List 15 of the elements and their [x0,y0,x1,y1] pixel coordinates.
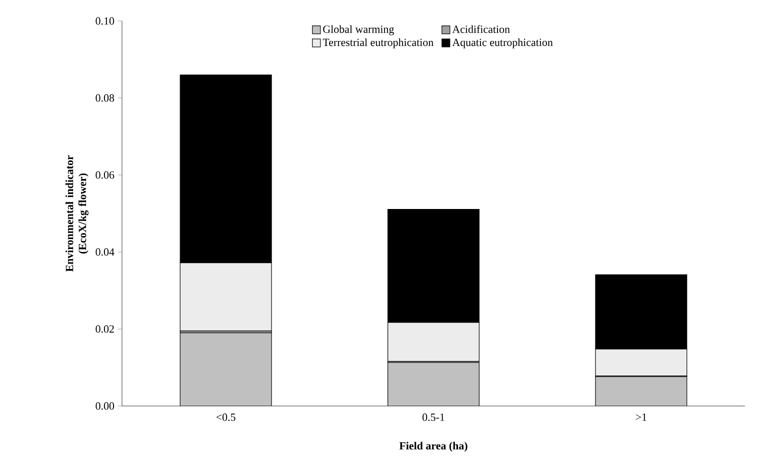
legend-label: Aquatic eutrophication [452,38,553,48]
y-tick-label: 0.06 [96,171,114,179]
y-tick-label: 0.00 [96,402,114,410]
legend-label: Acidification [452,25,510,34]
x-tick-label: <0.5 [216,414,236,421]
x-tick-label: >1 [636,414,646,421]
legend-label: Global warming [323,25,394,36]
y-tick-label: 0.08 [96,94,114,102]
y-tick-label: 0.10 [96,17,114,25]
y-tick-label: 0.04 [96,248,114,256]
x-tick-label: 0.5-1 [422,414,444,421]
x-axis-title: Field area (ha) [399,442,468,452]
legend-label: Terrestrial eutrophication [322,38,434,48]
y-tick-label: 0.02 [96,325,114,333]
y-axis-title: Environmental indicator (EcoX/kg flower) [65,155,88,272]
